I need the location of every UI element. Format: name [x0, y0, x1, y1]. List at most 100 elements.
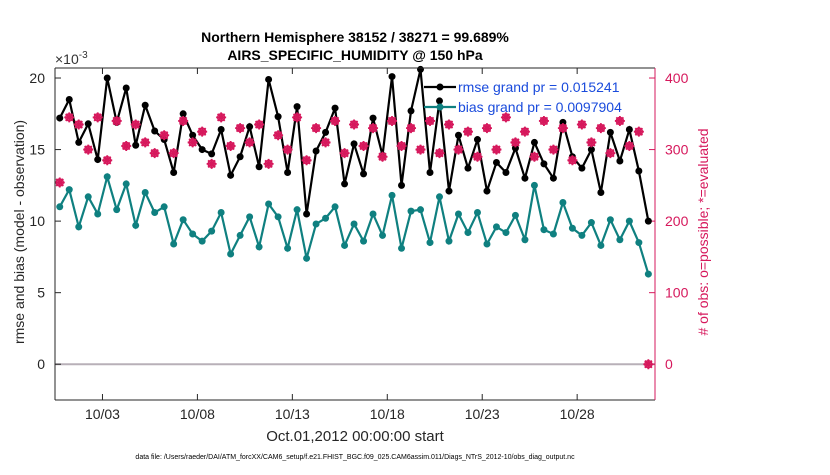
- obs-marker: [140, 137, 151, 148]
- series-point: [331, 203, 339, 211]
- obs-marker: [130, 119, 141, 130]
- series-point: [75, 138, 83, 146]
- series-point: [141, 101, 149, 109]
- evaluated-marker: [500, 112, 511, 123]
- evaluated-marker: [415, 144, 426, 155]
- y2-tick-label: 100: [665, 285, 689, 301]
- obs-marker: [330, 115, 341, 126]
- obs-marker: [567, 155, 578, 166]
- series-point: [65, 186, 73, 194]
- obs-marker: [149, 148, 160, 159]
- evaluated-marker: [168, 148, 179, 159]
- evaluated-marker: [187, 137, 198, 148]
- evaluated-marker: [282, 144, 293, 155]
- evaluated-marker: [54, 177, 65, 188]
- series-point: [511, 144, 519, 152]
- evaluated-marker: [567, 155, 578, 166]
- series-point: [540, 160, 548, 168]
- evaluated-marker: [216, 112, 227, 123]
- evaluated-marker: [349, 119, 360, 130]
- evaluated-marker: [301, 155, 312, 166]
- y2-axis-label: # of obs: o=possible; *=evaluated: [695, 128, 711, 335]
- obs-marker: [472, 151, 483, 162]
- obs-marker: [529, 151, 540, 162]
- series-point: [530, 181, 538, 189]
- evaluated-marker: [273, 130, 284, 141]
- series-point: [65, 95, 73, 103]
- evaluated-marker: [538, 115, 549, 126]
- series-point: [369, 114, 377, 122]
- obs-marker: [453, 144, 464, 155]
- series-point: [426, 239, 434, 247]
- series-point: [454, 131, 462, 139]
- y2-tick-label: 0: [665, 356, 673, 372]
- obs-marker: [510, 137, 521, 148]
- series-point: [198, 146, 206, 154]
- evaluated-marker: [330, 115, 341, 126]
- series-point: [103, 173, 111, 181]
- y2-tick-label: 200: [665, 213, 689, 229]
- obs-marker: [178, 115, 189, 126]
- evaluated-marker: [121, 140, 132, 151]
- obs-marker: [443, 119, 454, 130]
- series-point: [464, 164, 472, 172]
- series-point: [246, 123, 254, 131]
- obs-marker: [557, 123, 568, 134]
- obs-marker: [225, 140, 236, 151]
- y2-tick-label: 400: [665, 70, 689, 86]
- series-point: [322, 214, 330, 222]
- series-point: [255, 163, 263, 171]
- series-point: [122, 180, 130, 188]
- series-point: [398, 244, 406, 252]
- obs-marker: [605, 148, 616, 159]
- series-point: [303, 210, 311, 218]
- series-point: [236, 153, 244, 161]
- x-tick-label: 10/03: [85, 406, 120, 422]
- series-point: [75, 223, 83, 231]
- evaluated-marker: [434, 148, 445, 159]
- obs-marker: [206, 158, 217, 169]
- obs-marker: [576, 119, 587, 130]
- evaluated-marker: [595, 123, 606, 134]
- evaluated-marker: [254, 119, 265, 130]
- series-point: [587, 146, 595, 154]
- series-point: [322, 128, 330, 136]
- series-point: [511, 211, 519, 219]
- x-tick-label: 10/28: [560, 406, 595, 422]
- series-point: [616, 236, 624, 244]
- x-tick-label: 10/23: [465, 406, 500, 422]
- y-tick-label: 10: [29, 213, 45, 229]
- series-point: [284, 168, 292, 176]
- series-point: [597, 189, 605, 196]
- obs-marker: [197, 126, 208, 137]
- evaluated-marker: [453, 144, 464, 155]
- evaluated-marker: [244, 137, 255, 148]
- evaluated-marker: [149, 148, 160, 159]
- plot-area: [55, 68, 655, 400]
- x-tick-label: 10/08: [180, 406, 215, 422]
- series-point: [454, 210, 462, 218]
- obs-marker: [368, 123, 379, 134]
- evaluated-marker: [396, 140, 407, 151]
- series-point: [113, 206, 121, 214]
- obs-marker: [396, 140, 407, 151]
- obs-marker: [387, 115, 398, 126]
- series-point: [293, 206, 301, 214]
- obs-marker: [73, 119, 84, 130]
- footer: data file: /Users/raeder/DAI/ATM_forcXX/…: [135, 454, 575, 461]
- series-point: [398, 181, 406, 189]
- obs-marker: [292, 112, 303, 123]
- series-point: [644, 217, 652, 225]
- evaluated-marker: [358, 140, 369, 151]
- series-point: [635, 239, 643, 247]
- evaluated-marker: [643, 359, 654, 370]
- series-point: [56, 114, 64, 122]
- series-point: [151, 209, 159, 217]
- series-point: [274, 213, 282, 221]
- obs-marker: [187, 137, 198, 148]
- series-point: [227, 171, 235, 179]
- evaluated-marker: [178, 115, 189, 126]
- series-point: [435, 97, 443, 105]
- series-point: [160, 203, 168, 211]
